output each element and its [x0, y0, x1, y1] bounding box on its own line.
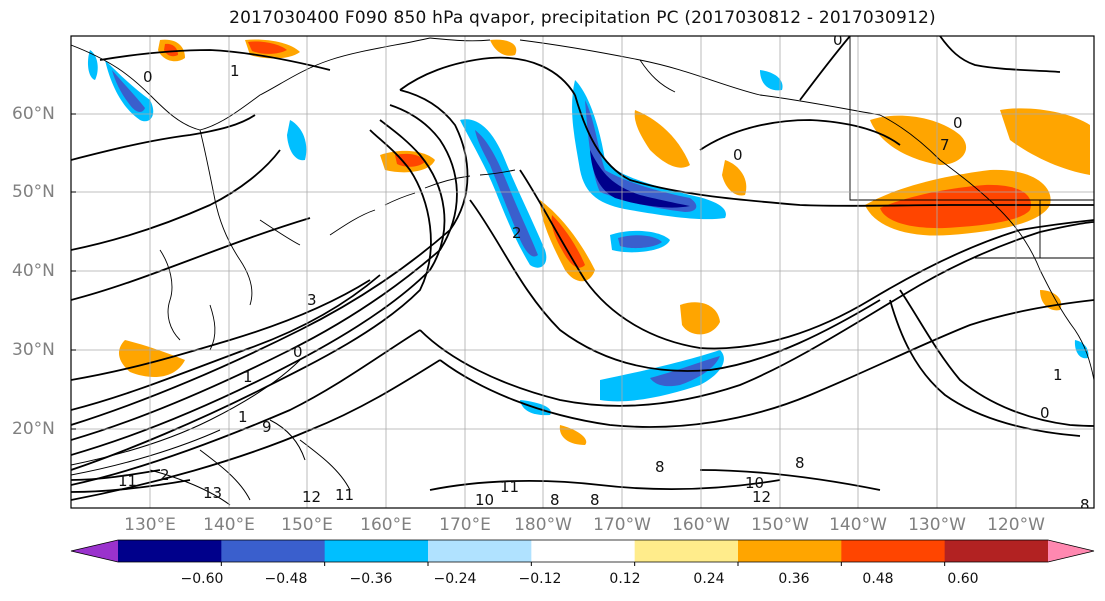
colorbar-tick-label: −0.12: [518, 571, 562, 587]
contour-label: 0: [733, 146, 743, 164]
lon-label-130e: 130°E: [124, 515, 176, 535]
contour-label: 8: [1080, 496, 1090, 514]
colorbar-tick-label: 0.60: [947, 571, 979, 587]
colorbar-segment: [221, 540, 326, 562]
colorbar-extend-max: [1048, 540, 1094, 562]
contour-label: 2: [160, 466, 170, 484]
lon-label-150w: 150°W: [751, 515, 809, 535]
colorbar-tick-label: −0.24: [433, 571, 477, 587]
map-border: [70, 35, 1095, 509]
colorbar-outline: [70, 539, 1095, 563]
positive-anomaly-shading: [118, 39, 1090, 445]
colorbar-segment: [531, 540, 636, 562]
contour-label: 11: [335, 486, 354, 504]
contour-label: 9: [262, 418, 272, 436]
colorbar-tick-label: 0.36: [778, 571, 810, 587]
contour-label: 0: [1040, 404, 1050, 422]
contour-label: 1: [243, 368, 253, 386]
contour-label: 8: [550, 491, 560, 509]
lat-label-30n: 30°N: [12, 340, 55, 360]
colorbar-tick-label: 0.24: [693, 571, 725, 587]
contour-label: 3: [307, 291, 317, 309]
colorbar-segment: [428, 540, 532, 562]
colorbar-tick-label: 0.12: [609, 571, 641, 587]
lat-label-50n: 50°N: [12, 182, 55, 202]
colorbar-tick-label: −0.60: [180, 571, 224, 587]
contour-lines: [71, 36, 1094, 501]
colorbar-segment: [324, 540, 429, 562]
lon-label-160w: 160°W: [672, 515, 730, 535]
colorbar-extend-min: [71, 540, 118, 562]
contour-label: 0: [833, 31, 843, 49]
lon-label-140e: 140°E: [203, 515, 255, 535]
lat-label-40n: 40°N: [12, 261, 55, 281]
colorbar-tick-label: 0.48: [862, 571, 894, 587]
contour-label: 7: [940, 136, 950, 154]
lon-label-180w: 180°W: [514, 515, 572, 535]
colorbar-segment: [841, 540, 946, 562]
contour-label: 1: [230, 62, 240, 80]
colorbar-segment: [738, 540, 842, 562]
lon-label-170w: 170°W: [593, 515, 651, 535]
colorbar-segment: [634, 540, 739, 562]
contour-labels: 0 1 3 1 0 2 0 7 0 1 9 10 11 8 8 10 12 13…: [118, 31, 1090, 514]
lon-label-160e: 160°E: [360, 515, 412, 535]
contour-label: 8: [590, 491, 600, 509]
contour-label: 1: [238, 408, 248, 426]
colorbar: [70, 539, 1095, 566]
lat-label-20n: 20°N: [12, 419, 55, 439]
colorbar-segment: [944, 540, 1049, 562]
lon-label-120w: 120°W: [987, 515, 1045, 535]
contour-label: 0: [143, 68, 153, 86]
contour-label: 10: [475, 491, 494, 509]
contour-label: 1: [1053, 366, 1063, 384]
contour-label: 10: [745, 474, 764, 492]
graticule: [71, 36, 1094, 508]
contour-label: 2: [512, 224, 522, 242]
contour-label: 0: [953, 114, 963, 132]
contour-label: 12: [302, 488, 321, 506]
lon-label-170e: 170°E: [439, 515, 491, 535]
colorbar-tick-label: −0.48: [264, 571, 308, 587]
lat-label-60n: 60°N: [12, 104, 55, 124]
contour-label: 12: [752, 488, 771, 506]
contour-label: 0: [293, 343, 303, 361]
contour-label: 8: [655, 458, 665, 476]
colorbar-tick-label: −0.36: [349, 571, 393, 587]
contour-label: 8: [795, 454, 805, 472]
lon-label-150e: 150°E: [281, 515, 333, 535]
axis-ticks: [71, 113, 76, 430]
contour-label: 11: [118, 472, 137, 490]
coastlines: [71, 36, 1094, 381]
figure-title: 2017030400 F090 850 hPa qvapor, precipit…: [229, 8, 936, 28]
lon-label-130w: 130°W: [908, 515, 966, 535]
contour-label: 13: [203, 484, 222, 502]
contour-label: 11: [500, 478, 519, 496]
lon-label-140w: 140°W: [829, 515, 887, 535]
colorbar-segment: [118, 540, 222, 562]
